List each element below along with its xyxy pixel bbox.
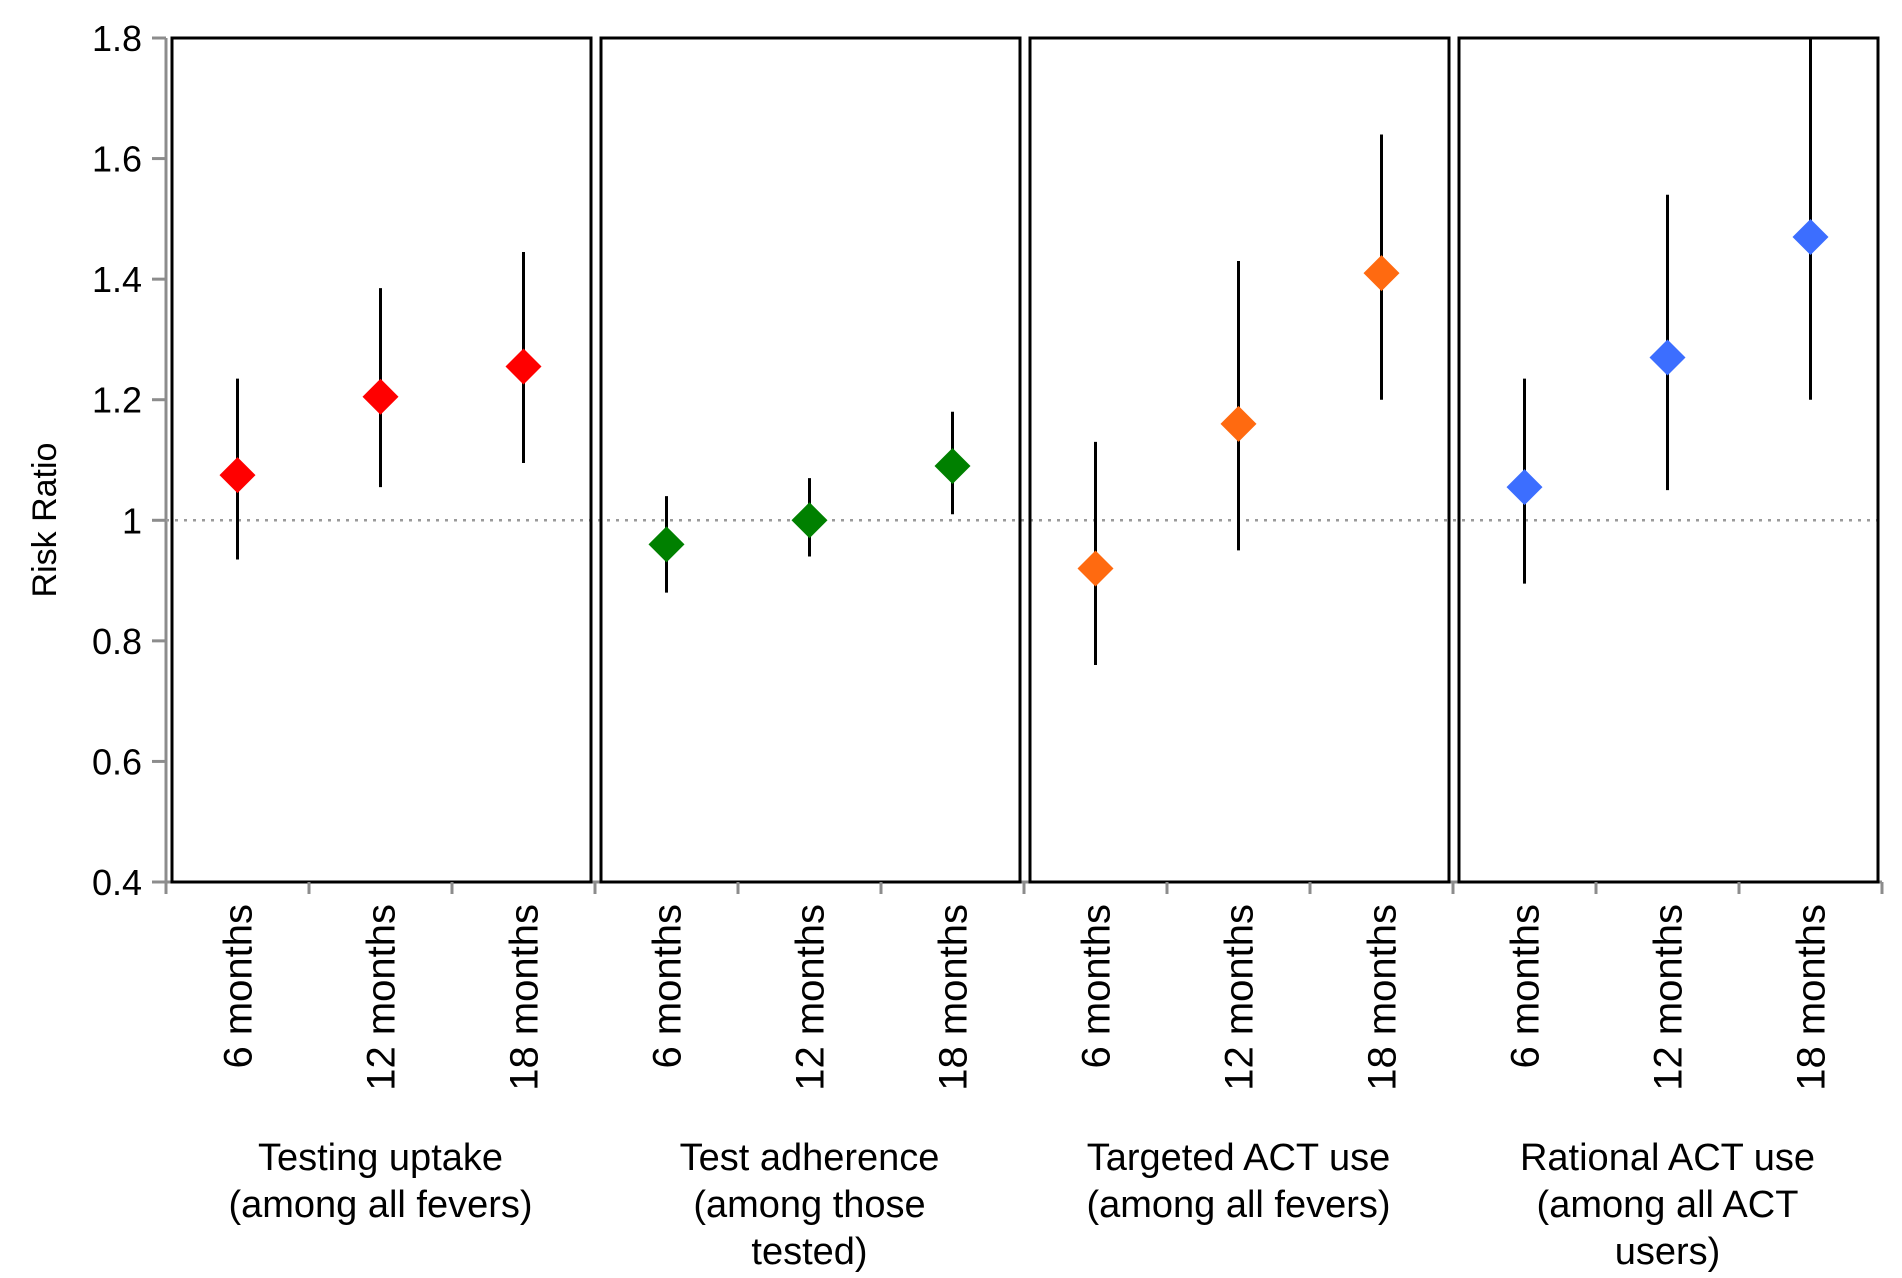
x-tick-label: 6 months xyxy=(1075,904,1119,1069)
x-tick-label: 6 months xyxy=(646,904,690,1069)
group-label-line: Test adherence xyxy=(680,1137,940,1179)
group-label-line: Targeted ACT use xyxy=(1087,1137,1390,1179)
y-tick-label: 1.8 xyxy=(92,18,142,59)
data-point xyxy=(362,378,399,415)
x-tick-label: 18 months xyxy=(932,904,976,1091)
x-tick-label: 12 months xyxy=(789,904,833,1091)
data-point xyxy=(1792,218,1829,255)
x-tick-label: 6 months xyxy=(217,904,261,1069)
y-ticks: 0.4 0.6 0.8 1 1.2 1.4 1.6 1.8 xyxy=(92,18,166,903)
x-tick-label: 12 months xyxy=(1647,904,1691,1091)
x-tick-label: 12 months xyxy=(360,904,404,1091)
group-label-line: (among all fevers) xyxy=(228,1184,532,1226)
x-tick-label: 12 months xyxy=(1218,904,1262,1091)
panel-3: 6 months 12 months 18 months Targeted ACT u… xyxy=(1022,36,1455,1226)
data-point xyxy=(791,502,828,539)
x-tick-label: 18 months xyxy=(1790,904,1834,1091)
panel-frame xyxy=(599,36,1022,884)
group-label-line: tested) xyxy=(751,1231,867,1273)
y-tick-label: 0.4 xyxy=(92,862,142,903)
panel-frame xyxy=(1457,36,1880,884)
data-point xyxy=(1649,339,1686,376)
y-tick-label: 1.6 xyxy=(92,139,142,180)
data-point xyxy=(1077,550,1114,587)
x-tick-label: 18 months xyxy=(1361,904,1405,1091)
panel-2: 6 months 12 months 18 months Test adherence… xyxy=(593,36,1026,1273)
data-point xyxy=(934,448,971,485)
y-tick-label: 1.2 xyxy=(92,380,142,421)
x-tick-label: 6 months xyxy=(1504,904,1548,1069)
panel-1: 6 months 12 months 18 months Testing uptake… xyxy=(164,36,597,1226)
data-point xyxy=(1506,469,1543,506)
group-label-line: (among those xyxy=(693,1184,925,1226)
group-label-line: Rational ACT use xyxy=(1520,1137,1815,1179)
y-tick-label: 0.6 xyxy=(92,741,142,782)
group-label-line: (among all ACT xyxy=(1537,1184,1799,1226)
data-point xyxy=(648,526,685,563)
data-point xyxy=(1220,405,1257,442)
y-tick-label: 1 xyxy=(122,500,142,541)
data-point xyxy=(505,348,542,385)
y-tick-label: 0.8 xyxy=(92,621,142,662)
x-tick-label: 18 months xyxy=(503,904,547,1091)
y-tick-label: 1.4 xyxy=(92,259,142,300)
panel-frame xyxy=(170,36,593,884)
panel-frame xyxy=(1028,36,1451,884)
group-label-line: users) xyxy=(1615,1231,1721,1273)
data-point xyxy=(1363,255,1400,292)
group-label-line: (among all fevers) xyxy=(1086,1184,1390,1226)
data-point xyxy=(219,457,256,494)
y-axis-label: Risk Ratio xyxy=(26,443,64,598)
group-label-line: Testing uptake xyxy=(258,1137,503,1179)
panels: 6 months 12 months 18 months Testing uptake… xyxy=(164,36,1884,1273)
panel-4: 6 months 12 months 18 months Rational ACT u… xyxy=(1451,36,1884,1273)
